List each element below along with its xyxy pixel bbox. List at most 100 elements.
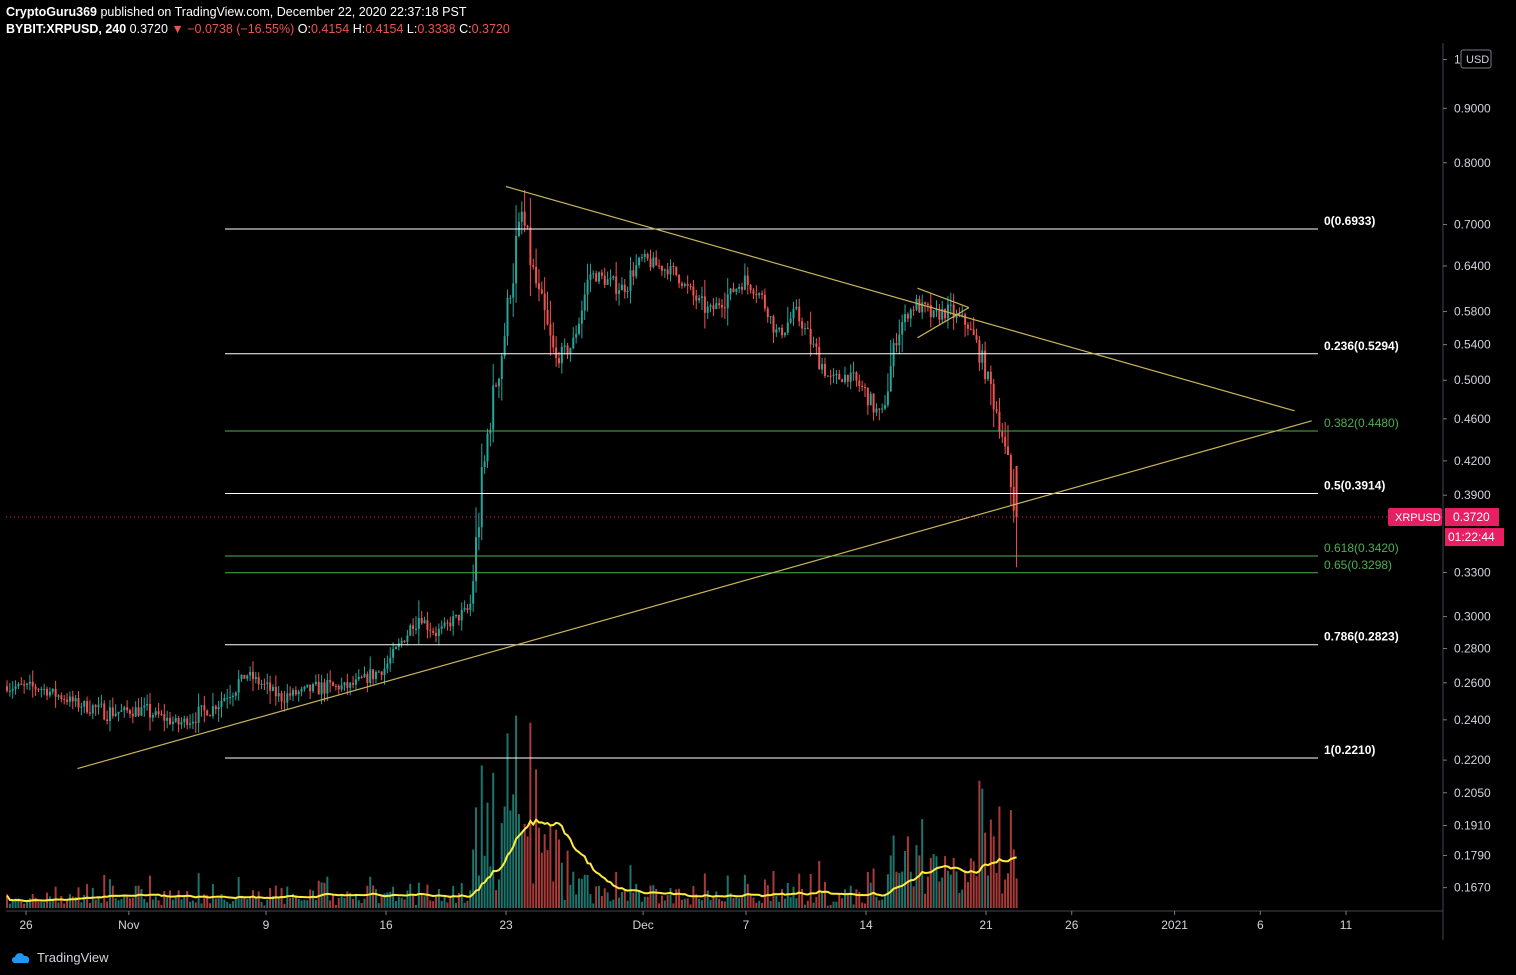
volume-bar bbox=[257, 891, 260, 908]
candle-body bbox=[197, 706, 200, 723]
candle-body bbox=[489, 429, 492, 434]
trendline-pennant-bottom bbox=[917, 307, 970, 339]
candle-body bbox=[146, 703, 149, 706]
volume-bar bbox=[346, 891, 349, 908]
candle-body bbox=[989, 371, 992, 384]
volume-bar bbox=[374, 888, 377, 908]
candle-body bbox=[314, 681, 317, 685]
volume-bar bbox=[706, 890, 709, 908]
candle-body bbox=[606, 279, 609, 285]
volume-bar bbox=[629, 865, 632, 908]
volume-bar bbox=[94, 899, 97, 908]
volume-bar bbox=[435, 897, 437, 908]
volume-bar bbox=[206, 895, 209, 908]
price-tick-label: 0.3900 bbox=[1454, 488, 1491, 502]
volume-bar bbox=[652, 885, 655, 908]
candle-body bbox=[838, 373, 841, 380]
volume-bar bbox=[741, 897, 744, 908]
candle-body bbox=[134, 707, 137, 717]
volume-bar bbox=[623, 889, 626, 908]
volume-bar bbox=[523, 823, 526, 908]
symbol-badge bbox=[1388, 508, 1442, 527]
candle-body bbox=[329, 680, 332, 683]
volume-bar bbox=[349, 892, 352, 908]
candle-body bbox=[801, 321, 804, 329]
candle-body bbox=[477, 527, 480, 538]
candle-body bbox=[741, 286, 744, 290]
volume-bar bbox=[117, 900, 120, 908]
candle-body bbox=[169, 717, 172, 725]
fib-level-label: 0.236(0.5294) bbox=[1324, 339, 1399, 353]
volume-bar bbox=[515, 715, 518, 908]
candle-body bbox=[414, 628, 417, 630]
tradingview-logo[interactable]: TradingView bbox=[10, 947, 109, 967]
volume-bar bbox=[695, 894, 698, 908]
candle-body bbox=[495, 385, 498, 387]
price-tick-label: 0.4200 bbox=[1454, 454, 1491, 468]
candle-body bbox=[772, 316, 775, 333]
volume-bar bbox=[803, 904, 806, 908]
volume-bar bbox=[749, 894, 752, 908]
volume-bar bbox=[200, 903, 203, 908]
candle-body bbox=[332, 682, 335, 686]
price-tick-label: 0.5400 bbox=[1454, 338, 1491, 352]
volume-bar bbox=[37, 901, 40, 908]
volume-bar bbox=[157, 900, 160, 908]
volume-bar bbox=[486, 802, 489, 908]
volume-bar bbox=[17, 898, 20, 908]
volume-bar bbox=[826, 905, 829, 908]
volume-bar bbox=[189, 901, 192, 908]
volume-bar bbox=[66, 899, 69, 908]
volume-bar bbox=[992, 836, 995, 908]
volume-bar bbox=[512, 794, 515, 908]
candle-body bbox=[623, 284, 626, 292]
candle-body bbox=[520, 211, 523, 222]
candle-body bbox=[543, 293, 546, 311]
volume-bar bbox=[921, 819, 924, 908]
candle-body bbox=[832, 374, 835, 377]
candle-body bbox=[240, 674, 243, 680]
candle-body bbox=[638, 257, 641, 266]
volume-bar bbox=[892, 835, 895, 908]
candle-body bbox=[812, 343, 815, 345]
down-arrow-icon: ▼ bbox=[171, 22, 184, 36]
candle-body bbox=[440, 626, 443, 629]
fib-level-label: 0.786(0.2823) bbox=[1324, 630, 1399, 644]
candle-body bbox=[220, 701, 223, 707]
candle-body bbox=[1007, 446, 1009, 456]
price-tick-label: 0.1790 bbox=[1454, 849, 1491, 863]
volume-bar bbox=[772, 870, 775, 908]
candle-body bbox=[835, 373, 838, 375]
volume-bar bbox=[901, 871, 904, 908]
candle-body bbox=[789, 318, 792, 323]
author-name[interactable]: CryptoGuru369 bbox=[6, 5, 97, 19]
candle-body bbox=[463, 608, 466, 610]
symbol-name[interactable]: BYBIT:XRPUSD, 240 bbox=[6, 22, 127, 36]
candle-body bbox=[523, 211, 526, 226]
volume-bar bbox=[475, 807, 478, 908]
candle-body bbox=[154, 711, 157, 716]
volume-bar bbox=[680, 899, 683, 908]
candle-body bbox=[100, 703, 103, 705]
volume-bar bbox=[363, 898, 366, 908]
volume-bar bbox=[254, 898, 257, 908]
volume-bar bbox=[174, 897, 177, 908]
volume-bar bbox=[540, 852, 543, 908]
volume-bar bbox=[71, 896, 74, 908]
volume-bar bbox=[964, 870, 967, 908]
volume-bar bbox=[735, 897, 738, 908]
countdown-label: 01:22:44 bbox=[1448, 530, 1495, 544]
volume-bar bbox=[732, 898, 735, 908]
volume-bar bbox=[678, 888, 681, 908]
volume-bar bbox=[409, 883, 412, 908]
candle-body bbox=[921, 302, 924, 313]
candle-body bbox=[612, 276, 615, 279]
volume-bar bbox=[517, 814, 520, 908]
chart-pane[interactable] bbox=[6, 43, 1443, 911]
trendlines bbox=[6, 185, 1443, 770]
candle-body bbox=[51, 688, 54, 692]
volume-bar bbox=[369, 876, 372, 908]
volume-bar bbox=[437, 888, 440, 908]
candle-body bbox=[323, 682, 326, 694]
